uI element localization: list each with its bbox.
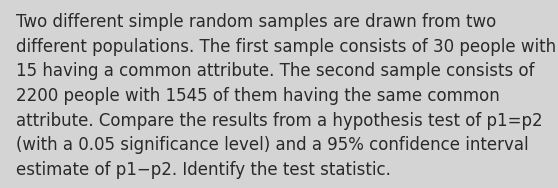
Text: estimate of p1−p2. Identify the test statistic.: estimate of p1−p2. Identify the test sta… <box>16 161 391 179</box>
Text: attribute. Compare the results from a hypothesis test of p1=p2: attribute. Compare the results from a hy… <box>16 112 542 130</box>
Text: 2200 people with 1545 of them having the same common: 2200 people with 1545 of them having the… <box>16 87 499 105</box>
Text: 15 having a common attribute. The second sample consists of: 15 having a common attribute. The second… <box>16 62 534 80</box>
Text: Two different simple random samples are drawn from two: Two different simple random samples are … <box>16 13 496 31</box>
Text: different populations. The first sample consists of 30 people with: different populations. The first sample … <box>16 38 556 56</box>
Text: (with a 0.05 significance level) and a 95% confidence interval: (with a 0.05 significance level) and a 9… <box>16 136 528 154</box>
